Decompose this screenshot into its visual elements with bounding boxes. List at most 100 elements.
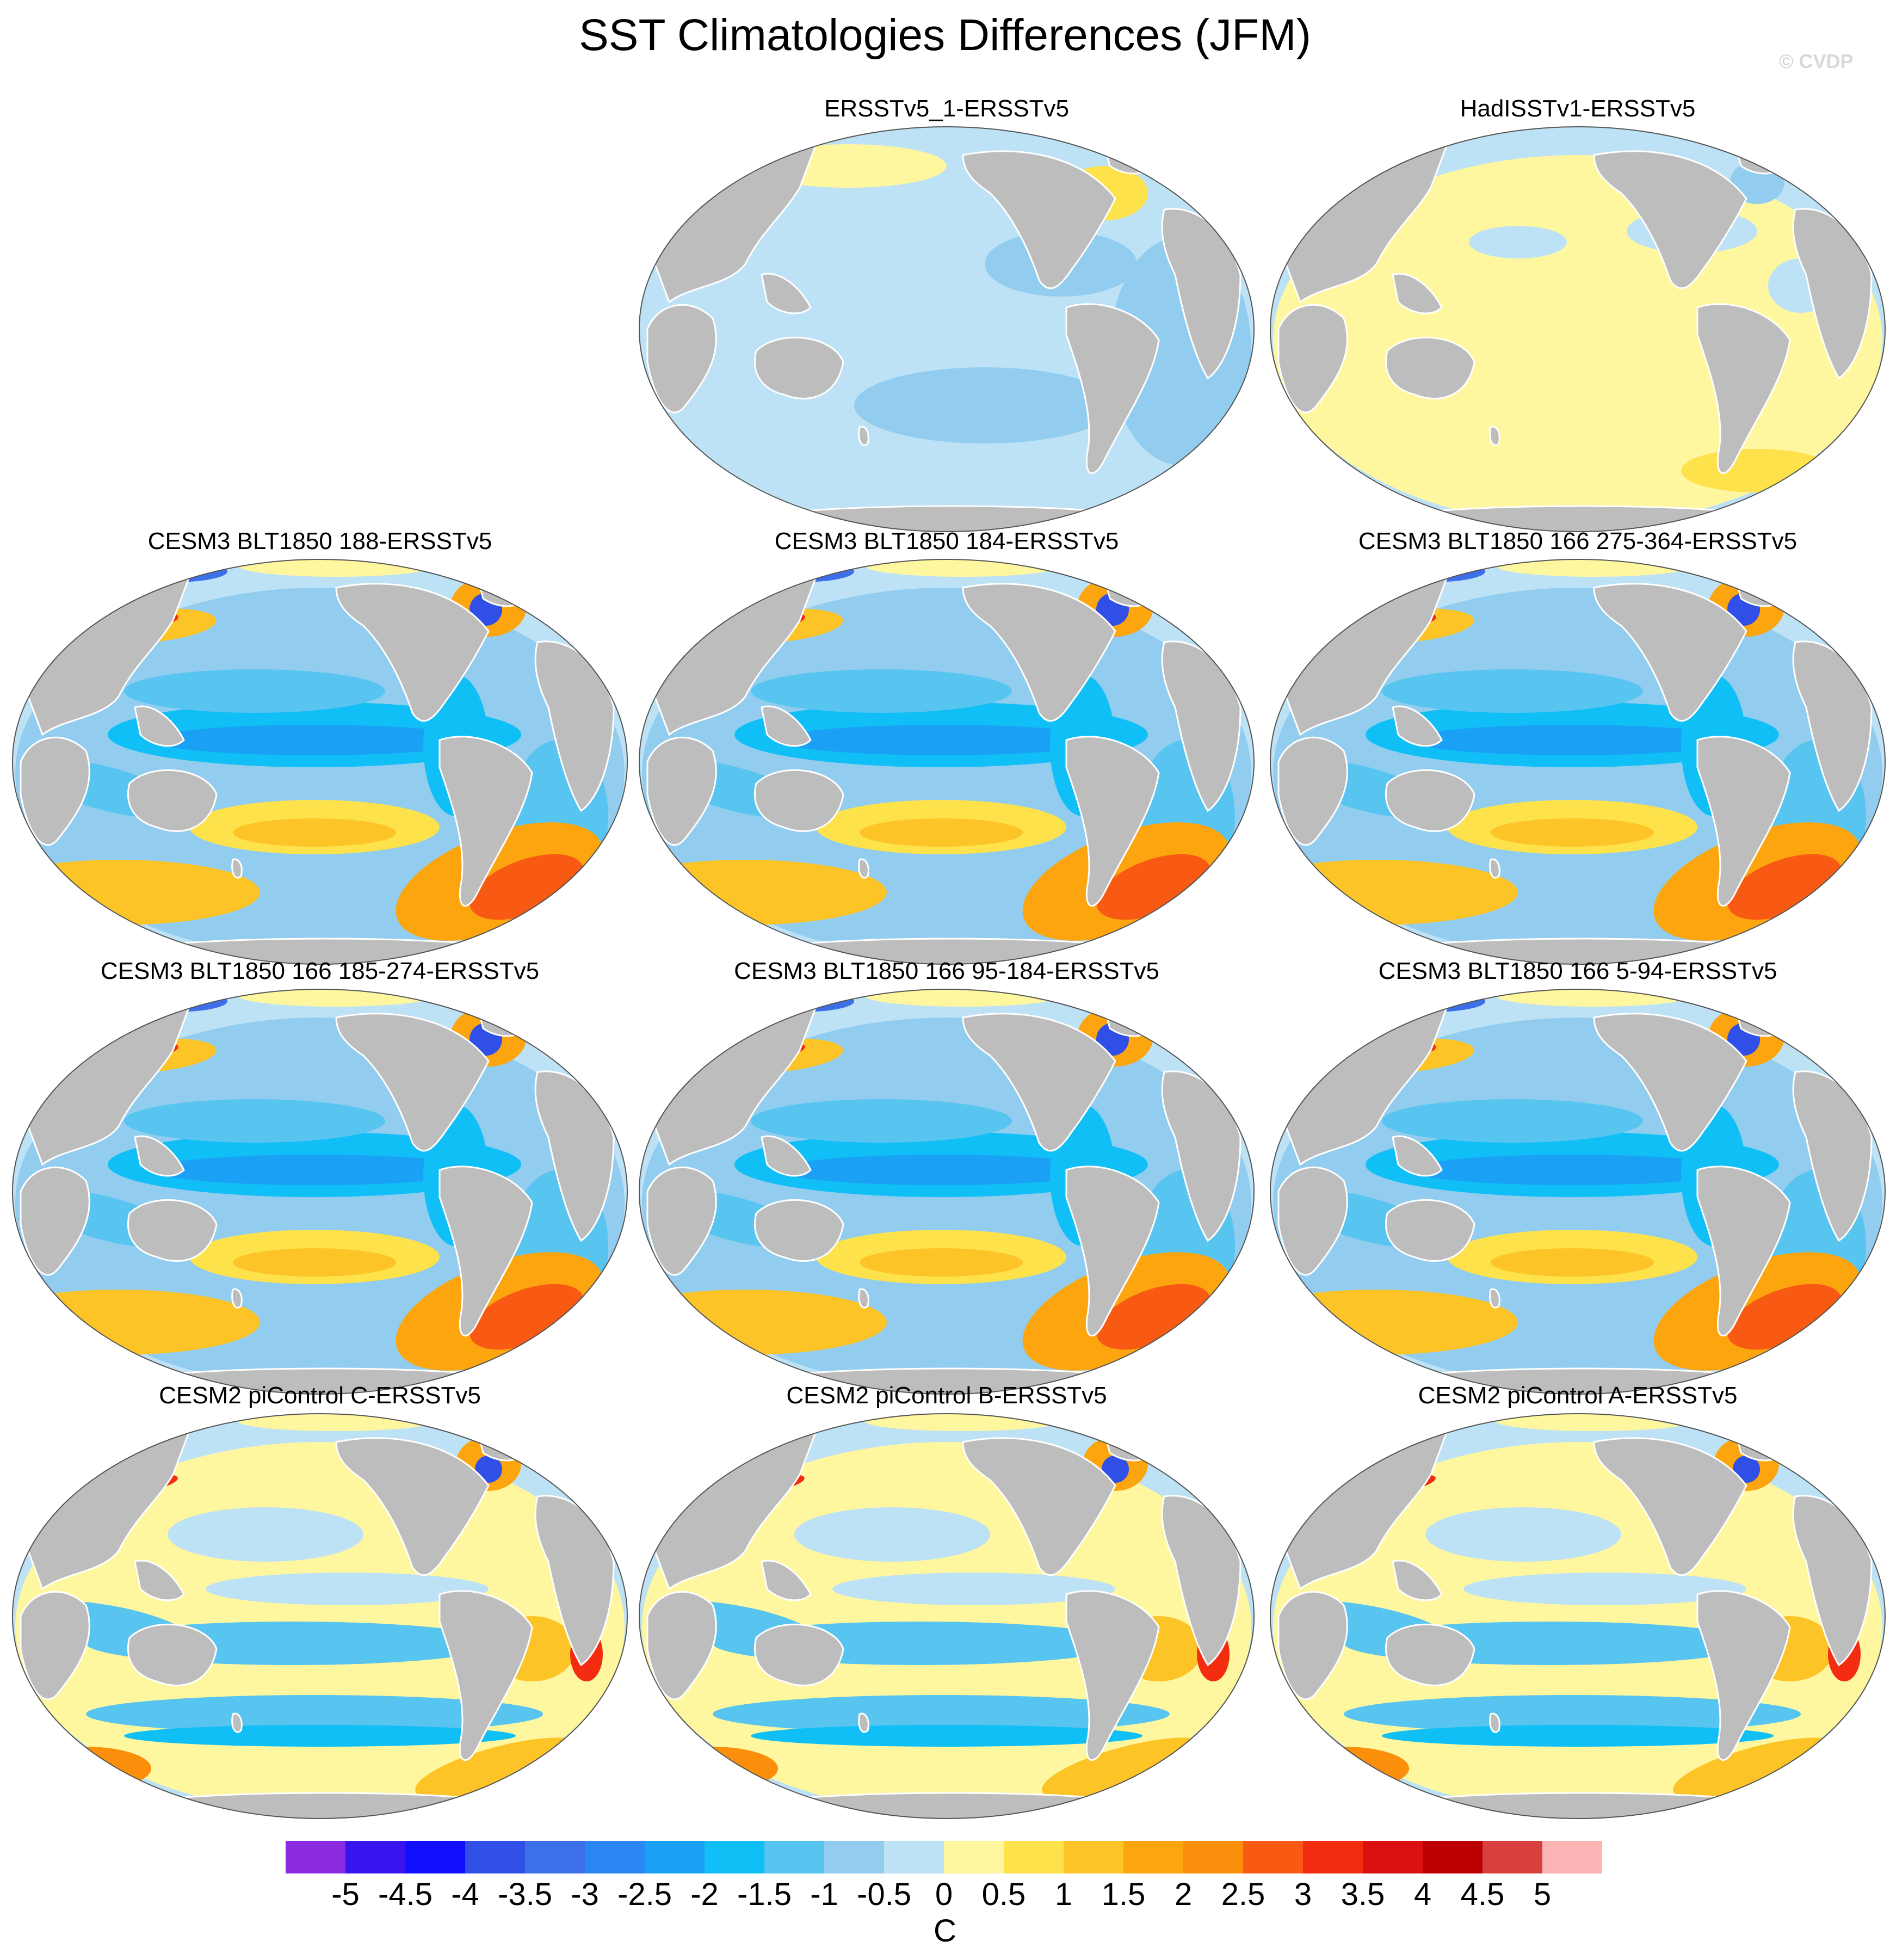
land-new-zealand — [1489, 426, 1500, 446]
map-panel: CESM2 piControl A-ERSSTv5 — [1268, 1382, 1888, 1819]
sst-anomaly-region — [860, 1248, 1023, 1277]
sst-anomaly-region — [647, 1747, 778, 1790]
map-content — [639, 1414, 1254, 1819]
map-outline — [1270, 559, 1886, 965]
colorbar-swatch — [1363, 1841, 1423, 1873]
colorbar-swatch — [705, 1841, 765, 1873]
colorbar-tick-label: 3.5 — [1341, 1877, 1385, 1912]
robinson-map — [12, 1413, 628, 1819]
watermark: © CVDP — [1779, 50, 1854, 72]
sst-anomaly-region — [206, 1573, 489, 1605]
robinson-map — [639, 989, 1255, 1395]
land-new-zealand — [858, 1712, 869, 1733]
sst-anomaly-region — [1382, 669, 1643, 713]
colorbar-tick-label: -5 — [331, 1877, 360, 1912]
sst-anomaly-region — [1102, 1456, 1129, 1483]
colorbar-units: C — [934, 1913, 956, 1949]
sst-anomaly-region — [124, 1725, 516, 1747]
sst-anomaly-region — [1681, 449, 1833, 492]
sst-anomaly-region — [151, 725, 478, 755]
robinson-map — [639, 559, 1255, 965]
panel-title: CESM3 BLT1850 166 185-274-ERSSTv5 — [100, 958, 540, 984]
sst-anomaly-region — [102, 1419, 189, 1438]
colorbar-tick-label: -3 — [571, 1877, 599, 1912]
colorbar-swatch — [824, 1841, 885, 1873]
land-new-zealand — [1489, 1288, 1500, 1309]
map-content — [639, 989, 1254, 1394]
map-panel: CESM2 piControl B-ERSSTv5 — [637, 1382, 1257, 1819]
land-maritime-asia — [761, 705, 812, 747]
map-content — [13, 1414, 627, 1819]
land-south-america — [438, 1590, 533, 1761]
map-panel: ERSSTv5_1-ERSSTv5 — [637, 95, 1257, 532]
colorbar-swatch — [645, 1841, 705, 1873]
sst-anomaly-region — [238, 559, 434, 577]
land-north-america — [1593, 583, 1747, 722]
land-south-america — [1065, 1590, 1160, 1761]
map-content — [1270, 989, 1885, 1394]
land-africa-india — [20, 1166, 90, 1276]
colorbar-swatch — [1064, 1841, 1124, 1873]
land-australia — [127, 1199, 218, 1262]
land-australia — [1385, 769, 1475, 832]
land-africa-india — [20, 736, 90, 846]
land-south-america — [1696, 303, 1791, 474]
land-south-america — [438, 736, 533, 907]
land-maritime-asia — [1392, 1135, 1443, 1177]
colorbar-swatch — [1243, 1841, 1304, 1873]
robinson-map — [639, 126, 1255, 532]
colorbar-tick-label: -0.5 — [857, 1877, 911, 1912]
land-maritime-asia — [134, 1135, 185, 1177]
map-outline — [639, 559, 1255, 965]
land-africa-india — [1277, 1166, 1348, 1276]
map-panel: CESM3 BLT1850 188-ERSSTv5 — [10, 528, 630, 965]
robinson-map — [639, 1413, 1255, 1819]
panel-title: CESM3 BLT1850 166 95-184-ERSSTv5 — [734, 958, 1159, 984]
panel-title: CESM2 piControl A-ERSSTv5 — [1418, 1382, 1738, 1409]
land-australia — [753, 769, 844, 832]
sst-anomaly-region — [21, 1747, 151, 1790]
land-south-america — [1065, 736, 1160, 907]
sst-anomaly-region — [745, 560, 854, 582]
colorbar-tick-label: 0 — [935, 1877, 953, 1912]
colorbar-swatch — [884, 1841, 944, 1873]
sst-anomaly-region — [1469, 226, 1567, 258]
map-outline — [1270, 1413, 1886, 1819]
land-africa-india — [1277, 304, 1348, 414]
panel-title: CESM3 BLT1850 188-ERSSTv5 — [147, 528, 492, 554]
colorbar-swatch — [525, 1841, 585, 1873]
land-australia — [127, 769, 218, 832]
panel-title: ERSSTv5_1-ERSSTv5 — [824, 95, 1069, 122]
map-content — [639, 559, 1254, 964]
panel-title: CESM3 BLT1850 184-ERSSTv5 — [774, 528, 1119, 554]
colorbar — [286, 1841, 1602, 1873]
sst-anomaly-region — [475, 1456, 502, 1483]
map-outline — [1270, 989, 1886, 1395]
land-south-america — [1065, 1166, 1160, 1336]
colorbar-tick-label: 4 — [1413, 1877, 1432, 1912]
land-north-america — [962, 1437, 1116, 1576]
land-new-zealand — [231, 1712, 243, 1733]
map-content — [1270, 127, 1885, 532]
land-new-zealand — [231, 1288, 243, 1309]
sst-anomaly-region — [233, 818, 396, 847]
sst-anomaly-region — [119, 990, 227, 1012]
sst-anomaly-region — [1360, 1419, 1447, 1438]
land-australia — [1385, 336, 1475, 399]
colorbar-tick-label: 0.5 — [981, 1877, 1026, 1912]
land-new-zealand — [1489, 858, 1500, 879]
map-panel: CESM2 piControl C-ERSSTv5 — [10, 1382, 630, 1819]
land-africa-india — [1277, 736, 1348, 846]
robinson-map — [1270, 126, 1886, 532]
sst-anomaly-region — [1673, 1737, 1842, 1799]
map-panel: HadISSTv1-ERSSTv5 — [1268, 95, 1888, 532]
robinson-map — [1270, 559, 1886, 965]
land-australia — [1385, 1199, 1475, 1262]
sst-anomaly-region — [1491, 818, 1654, 847]
sst-anomaly-region — [1382, 1725, 1774, 1747]
land-north-america — [1593, 150, 1747, 289]
colorbar-tick-label: 2 — [1174, 1877, 1193, 1912]
land-south-america — [1696, 736, 1791, 907]
sst-anomaly-region — [729, 1419, 816, 1438]
map-content — [13, 989, 627, 1394]
